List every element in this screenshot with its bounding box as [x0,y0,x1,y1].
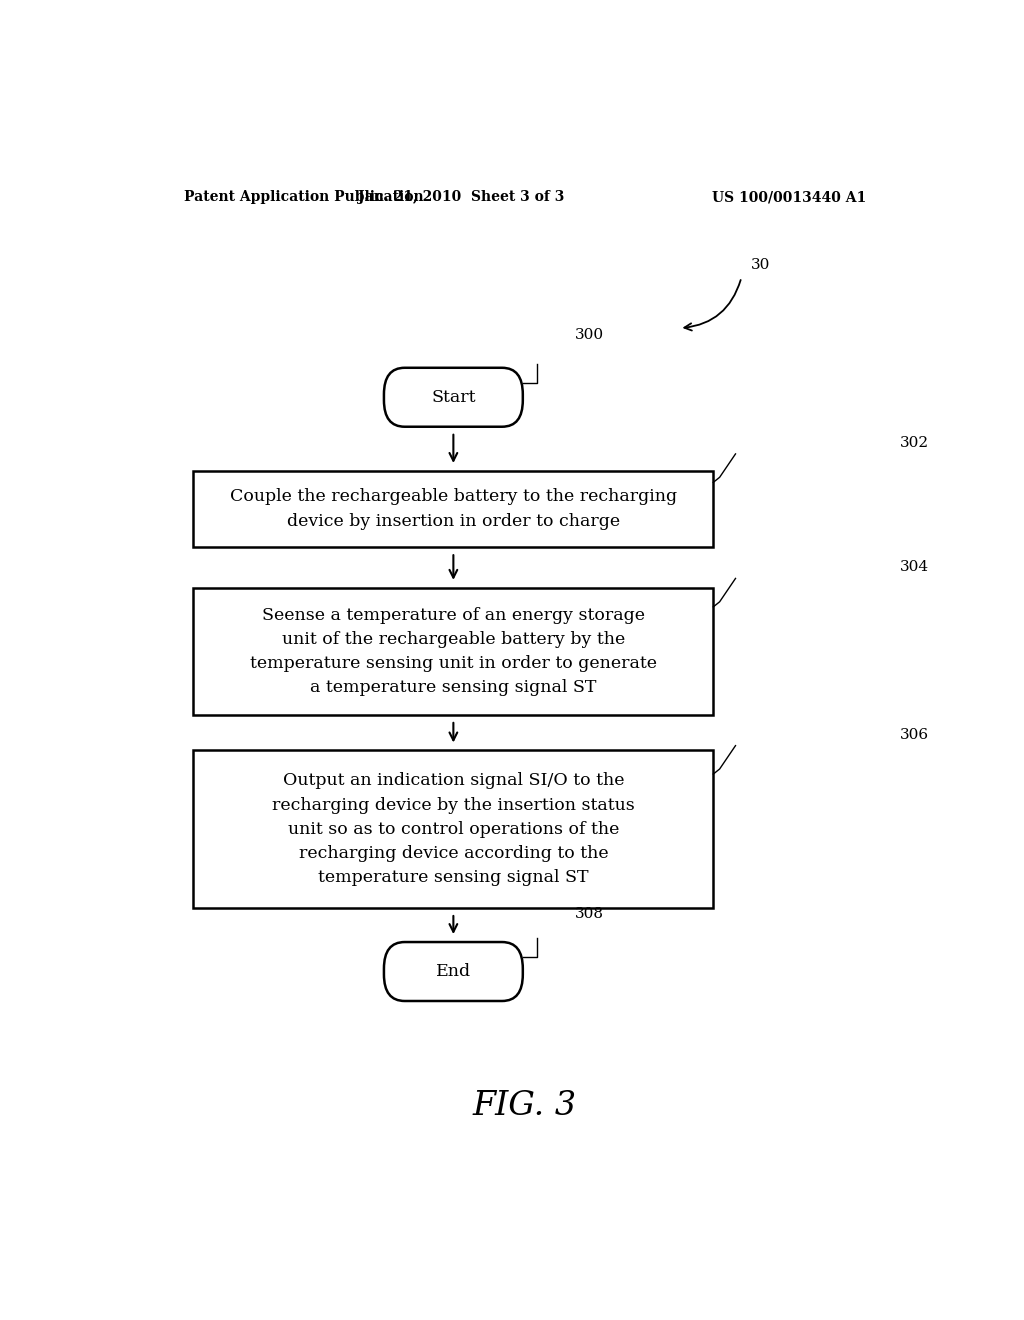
Text: 300: 300 [574,327,603,342]
Text: Patent Application Publication: Patent Application Publication [183,190,423,205]
Text: US 100/0013440 A1: US 100/0013440 A1 [712,190,866,205]
Text: Couple the rechargeable battery to the recharging
device by insertion in order t: Couple the rechargeable battery to the r… [229,488,677,529]
FancyBboxPatch shape [384,942,523,1001]
Bar [194,587,714,715]
Text: Start: Start [431,389,475,405]
Text: 30: 30 [751,259,770,272]
Text: 308: 308 [574,907,603,921]
Text: 302: 302 [900,436,929,450]
Bar [194,471,714,548]
Text: 304: 304 [900,561,929,574]
Text: End: End [436,964,471,979]
Text: Output an indication signal SI/O to the
recharging device by the insertion statu: Output an indication signal SI/O to the … [272,772,635,886]
Text: FIG. 3: FIG. 3 [473,1090,577,1122]
Text: Seense a temperature of an energy storage
unit of the rechargeable battery by th: Seense a temperature of an energy storag… [250,607,656,696]
Text: 306: 306 [900,727,929,742]
Bar [194,751,714,908]
Text: Jan. 21, 2010  Sheet 3 of 3: Jan. 21, 2010 Sheet 3 of 3 [358,190,564,205]
FancyBboxPatch shape [384,368,523,426]
